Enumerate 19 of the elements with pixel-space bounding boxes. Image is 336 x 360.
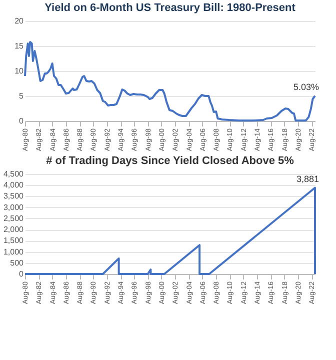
y-tick-label: 1,000 bbox=[3, 247, 24, 256]
y-tick-label: 2,500 bbox=[3, 214, 24, 223]
chart-title: # of Trading Days Since Yield Closed Above 5% bbox=[46, 155, 294, 167]
y-tick-label: 3,500 bbox=[3, 192, 24, 201]
y-tick-label: 1,500 bbox=[3, 236, 24, 246]
annotation: 3,881 bbox=[296, 174, 319, 184]
y-tick-label: 4,500 bbox=[3, 170, 24, 178]
y-tick-label: 500 bbox=[10, 258, 24, 268]
y-tick-label: 2,000 bbox=[3, 225, 24, 234]
y-tick-label: 4,000 bbox=[3, 180, 24, 190]
y-tick-label: 0 bbox=[19, 116, 24, 126]
y-tick-label: 3,000 bbox=[3, 202, 24, 212]
y-tick-label: 10 bbox=[14, 66, 24, 76]
annotation: 5.03% bbox=[293, 82, 319, 92]
chart-title: Yield on 6-Month US Treasury Bill: 1980-Present bbox=[44, 2, 296, 14]
y-tick-label: 15 bbox=[14, 42, 24, 50]
y-tick-label: 0 bbox=[19, 270, 24, 278]
y-tick-label: 5 bbox=[19, 92, 24, 100]
y-tick-label: 20 bbox=[14, 16, 24, 26]
